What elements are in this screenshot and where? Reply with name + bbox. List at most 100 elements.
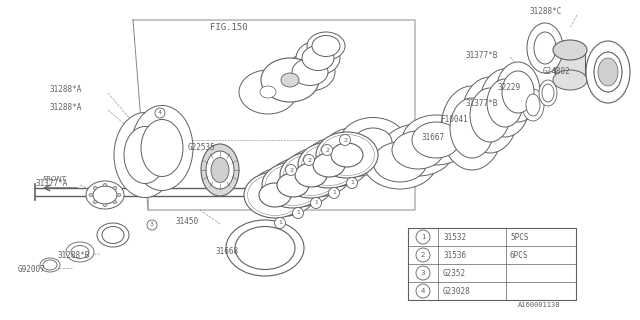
Circle shape <box>310 197 321 209</box>
Text: G24802: G24802 <box>543 68 571 76</box>
Text: 31532: 31532 <box>443 233 466 242</box>
Ellipse shape <box>322 127 388 177</box>
Text: 31288*B: 31288*B <box>58 251 90 260</box>
Ellipse shape <box>103 183 107 187</box>
Circle shape <box>275 218 285 228</box>
Text: 1: 1 <box>350 180 354 186</box>
Ellipse shape <box>553 70 587 90</box>
Ellipse shape <box>382 124 454 176</box>
Text: G22535: G22535 <box>188 143 216 153</box>
Ellipse shape <box>282 168 320 196</box>
Circle shape <box>328 188 339 198</box>
Text: FRONT: FRONT <box>43 176 67 182</box>
Ellipse shape <box>264 178 302 206</box>
Ellipse shape <box>318 148 356 176</box>
Text: 31450: 31450 <box>175 218 198 227</box>
Ellipse shape <box>131 106 193 190</box>
Bar <box>555 50 585 80</box>
Ellipse shape <box>285 53 335 91</box>
Circle shape <box>416 266 430 280</box>
Text: 31668: 31668 <box>215 247 238 257</box>
Ellipse shape <box>211 157 229 182</box>
Text: 1: 1 <box>278 220 282 226</box>
Ellipse shape <box>402 115 470 165</box>
Circle shape <box>416 284 430 298</box>
Ellipse shape <box>277 173 309 197</box>
Text: 4: 4 <box>158 110 162 116</box>
Ellipse shape <box>296 41 340 75</box>
Ellipse shape <box>553 40 587 60</box>
Ellipse shape <box>480 69 530 137</box>
Text: 31377*B: 31377*B <box>465 51 497 60</box>
Text: 1: 1 <box>420 234 425 240</box>
Ellipse shape <box>113 201 117 204</box>
Ellipse shape <box>594 52 622 92</box>
Ellipse shape <box>373 142 427 182</box>
Text: 2: 2 <box>325 148 329 153</box>
Text: G2352: G2352 <box>443 268 466 277</box>
Ellipse shape <box>354 128 392 156</box>
Text: 3: 3 <box>420 270 425 276</box>
Text: 2: 2 <box>421 252 425 258</box>
Ellipse shape <box>250 167 316 217</box>
Text: 1: 1 <box>296 211 300 215</box>
Text: 31288*C: 31288*C <box>530 7 563 17</box>
Ellipse shape <box>114 113 176 197</box>
Ellipse shape <box>286 148 352 196</box>
Ellipse shape <box>128 118 176 183</box>
Ellipse shape <box>93 201 97 204</box>
Ellipse shape <box>304 138 370 187</box>
Text: 31377*A: 31377*A <box>36 179 68 188</box>
Ellipse shape <box>281 73 299 87</box>
Ellipse shape <box>117 194 121 196</box>
Ellipse shape <box>141 119 183 177</box>
Ellipse shape <box>86 181 124 209</box>
Circle shape <box>147 220 157 230</box>
Text: 2: 2 <box>289 167 293 172</box>
Ellipse shape <box>542 84 554 102</box>
Ellipse shape <box>40 258 60 272</box>
Text: G92007: G92007 <box>18 266 45 275</box>
Text: 6PCS: 6PCS <box>510 251 529 260</box>
Ellipse shape <box>534 32 556 64</box>
Ellipse shape <box>103 204 107 206</box>
Ellipse shape <box>313 153 345 177</box>
Ellipse shape <box>97 223 129 247</box>
Text: A160001138: A160001138 <box>518 302 560 308</box>
Ellipse shape <box>300 158 338 186</box>
Ellipse shape <box>268 157 334 206</box>
Ellipse shape <box>598 58 618 86</box>
Ellipse shape <box>331 143 363 167</box>
Ellipse shape <box>113 187 117 189</box>
Ellipse shape <box>259 183 291 207</box>
Text: 1: 1 <box>314 201 318 205</box>
Circle shape <box>321 145 333 156</box>
Text: 31536: 31536 <box>443 251 466 260</box>
Ellipse shape <box>462 77 518 153</box>
Ellipse shape <box>262 162 324 208</box>
Ellipse shape <box>66 242 94 262</box>
Bar <box>408 228 576 300</box>
Text: 3: 3 <box>150 222 154 228</box>
Ellipse shape <box>487 79 523 127</box>
Ellipse shape <box>441 86 503 170</box>
Circle shape <box>416 248 430 262</box>
Ellipse shape <box>102 227 124 244</box>
Text: 31288*A: 31288*A <box>50 103 83 113</box>
Text: 31377*B: 31377*B <box>465 99 497 108</box>
Circle shape <box>155 108 165 118</box>
Ellipse shape <box>239 70 297 114</box>
Ellipse shape <box>226 220 304 276</box>
Text: 31288*A: 31288*A <box>50 85 83 94</box>
Text: 5PCS: 5PCS <box>510 233 529 242</box>
Ellipse shape <box>307 32 345 60</box>
Text: 31667: 31667 <box>422 133 445 142</box>
Ellipse shape <box>496 62 540 122</box>
Ellipse shape <box>363 135 437 189</box>
Ellipse shape <box>295 163 327 187</box>
Ellipse shape <box>312 36 340 57</box>
Ellipse shape <box>124 126 166 183</box>
Ellipse shape <box>412 122 460 158</box>
Ellipse shape <box>316 132 378 178</box>
Ellipse shape <box>235 227 295 269</box>
